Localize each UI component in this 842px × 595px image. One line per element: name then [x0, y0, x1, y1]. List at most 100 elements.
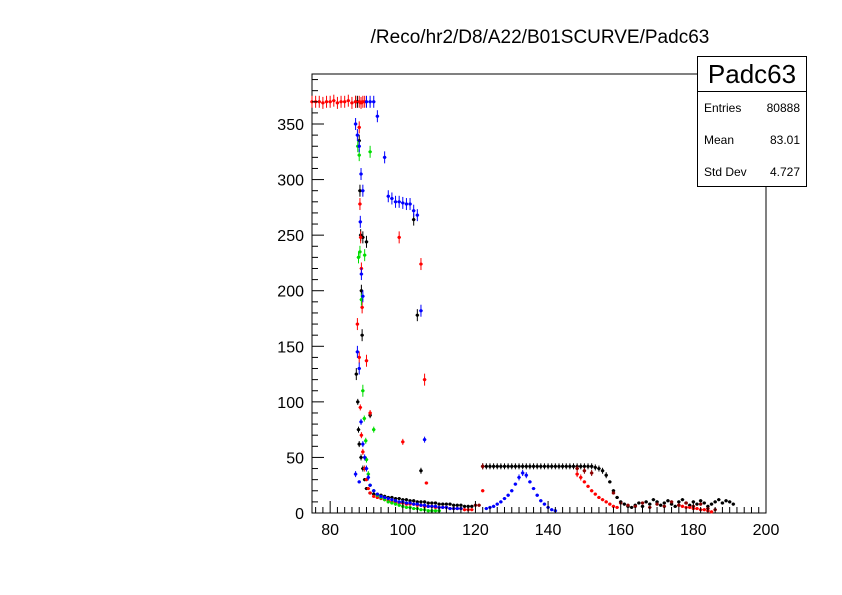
data-marker — [393, 496, 398, 501]
data-marker — [361, 389, 365, 393]
data-marker — [699, 499, 703, 503]
y-tick-label: 200 — [277, 284, 304, 301]
data-point — [375, 495, 380, 500]
data-point — [459, 503, 463, 507]
data-marker — [720, 501, 725, 505]
data-point — [702, 501, 707, 505]
data-point — [455, 506, 460, 511]
data-marker — [422, 500, 427, 504]
data-point — [364, 95, 369, 108]
data-point — [680, 498, 685, 502]
data-point — [419, 467, 423, 474]
data-marker — [640, 501, 645, 505]
data-point — [404, 505, 409, 510]
data-point — [589, 463, 594, 470]
data-marker — [419, 508, 423, 512]
data-marker — [546, 464, 550, 468]
data-point — [589, 469, 594, 476]
y-tick-label: 300 — [277, 173, 304, 190]
data-marker — [669, 502, 674, 506]
data-point — [397, 500, 401, 504]
data-point — [549, 508, 554, 512]
data-marker — [521, 464, 525, 468]
data-marker — [604, 473, 608, 477]
data-point — [317, 95, 322, 108]
stats-mean-value: 83.01 — [769, 133, 800, 147]
data-point — [611, 489, 616, 493]
data-point — [622, 502, 627, 506]
data-point — [430, 501, 434, 505]
data-marker — [706, 504, 710, 508]
data-point — [339, 95, 343, 108]
data-point — [640, 504, 645, 508]
data-point — [684, 501, 688, 505]
data-point — [669, 500, 674, 504]
data-marker — [651, 498, 656, 502]
data-marker — [433, 504, 438, 508]
data-marker — [321, 101, 325, 105]
x-tick-label: 120 — [462, 522, 489, 539]
data-point — [582, 480, 587, 484]
x-tick-label: 180 — [680, 522, 707, 539]
data-marker — [615, 505, 619, 510]
data-point — [361, 448, 365, 455]
data-marker — [452, 503, 456, 507]
data-marker — [731, 502, 735, 506]
data-marker — [579, 464, 583, 468]
data-marker — [630, 505, 634, 510]
data-point — [637, 501, 641, 505]
stats-mean-label: Mean — [704, 133, 735, 147]
data-marker — [561, 464, 565, 468]
stats-entries-value: 80888 — [766, 101, 800, 115]
plot-frame — [311, 73, 767, 514]
series-blue — [353, 95, 558, 513]
data-marker — [354, 372, 358, 376]
data-point — [557, 463, 561, 470]
data-marker — [441, 502, 445, 506]
data-marker — [666, 499, 670, 503]
data-marker — [677, 500, 681, 504]
series-green — [355, 140, 441, 513]
data-marker — [397, 503, 401, 507]
data-point — [477, 503, 481, 507]
data-marker — [586, 484, 590, 488]
data-marker — [368, 483, 372, 487]
data-point — [362, 415, 367, 422]
data-point — [499, 463, 503, 470]
data-marker — [362, 416, 366, 421]
data-marker — [412, 209, 416, 213]
data-marker — [608, 480, 612, 484]
data-marker — [655, 502, 659, 506]
data-point — [411, 204, 416, 217]
data-marker — [357, 366, 361, 371]
data-point — [364, 456, 369, 463]
data-marker — [357, 125, 361, 129]
data-point — [539, 499, 543, 503]
data-marker — [415, 500, 419, 504]
data-point — [368, 95, 372, 108]
data-marker — [695, 506, 699, 511]
data-point — [484, 506, 489, 511]
data-marker — [358, 250, 362, 254]
data-point — [597, 495, 601, 500]
data-point — [520, 469, 525, 476]
data-point — [513, 482, 518, 486]
data-point — [677, 500, 681, 504]
data-point — [342, 95, 347, 108]
data-point — [597, 465, 601, 472]
data-point — [509, 489, 514, 493]
data-point — [350, 96, 354, 109]
data-marker — [593, 465, 597, 470]
data-point — [357, 140, 362, 153]
data-marker — [364, 240, 369, 244]
data-marker — [358, 220, 362, 224]
data-marker — [366, 475, 370, 480]
data-marker — [597, 495, 601, 500]
data-marker — [695, 502, 699, 506]
data-point — [404, 501, 409, 505]
series-red — [310, 94, 714, 514]
data-marker — [386, 194, 390, 198]
data-point — [666, 499, 670, 503]
data-marker — [328, 100, 332, 104]
